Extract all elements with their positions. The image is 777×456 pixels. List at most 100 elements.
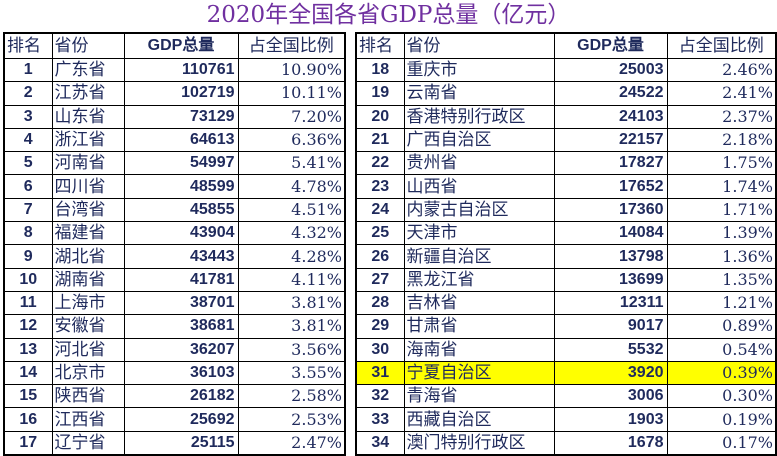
gdp-cell: 17652 [553,174,668,199]
table-row: 29 甘肃省 9017 0.89% [355,314,777,339]
province-cell: 海南省 [403,337,555,362]
gdp-cell: 38681 [123,314,239,339]
table-row: 9 湖北省 43443 4.28% [3,244,346,269]
share-cell: 5.41% [237,151,346,176]
rank-cell: 34 [355,430,405,456]
rank-cell: 20 [355,104,405,129]
table-row: 6 四川省 48599 4.78% [3,174,346,199]
table-row: 8 福建省 43904 4.32% [3,221,346,246]
table-row: 21 广西自治区 22157 2.18% [355,127,777,153]
table-row: 16 江西省 25692 2.53% [3,407,346,432]
province-cell: 福建省 [51,221,125,246]
province-cell: 内蒙古自治区 [403,197,555,223]
province-cell: 浙江省 [51,127,125,153]
rank-cell: 23 [355,174,405,199]
gdp-cell: 43443 [123,244,239,269]
gdp-cell: 36207 [123,337,239,362]
province-cell: 新疆自治区 [403,244,555,269]
table-row: 5 河南省 54997 5.41% [3,151,346,176]
share-cell: 3.81% [237,314,346,339]
province-cell: 湖北省 [51,244,125,269]
gdp-cell: 36103 [123,360,239,386]
share-cell: 0.54% [666,337,777,362]
gdp-cell: 43904 [123,221,239,246]
gdp-cell: 5532 [553,337,668,362]
gdp-cell: 41781 [123,267,239,292]
gdp-cell: 102719 [123,81,239,106]
share-cell: 2.37% [666,104,777,129]
gdp-cell: 64613 [123,127,239,153]
gdp-cell: 110761 [123,57,239,83]
table-row: 17 辽宁省 25115 2.47% [3,430,346,456]
header-province: 省份 [51,32,125,59]
rank-cell: 28 [355,290,405,316]
gdp-cell: 25115 [123,430,239,456]
header-province: 省份 [403,32,555,59]
gdp-cell: 17360 [553,197,668,223]
share-cell: 4.11% [237,267,346,292]
rank-cell: 24 [355,197,405,223]
province-cell: 重庆市 [403,57,555,83]
rank-cell: 31 [355,360,405,386]
rank-cell: 3 [3,104,53,129]
gdp-cell: 48599 [123,174,239,199]
table-row: 3 山东省 73129 7.20% [3,104,346,129]
rank-cell: 13 [3,337,53,362]
table-row: 26 新疆自治区 13798 1.36% [355,244,777,269]
table-row: 15 陕西省 26182 2.58% [3,384,346,409]
table-row: 19 云南省 24522 2.41% [355,81,777,106]
table-row: 20 香港特别行政区 24103 2.37% [355,104,777,129]
table-row: 14 北京市 36103 3.55% [3,360,346,386]
province-cell: 香港特别行政区 [403,104,555,129]
table-row: 11 上海市 38701 3.81% [3,290,346,316]
province-cell: 甘肃省 [403,314,555,339]
province-cell: 贵州省 [403,151,555,176]
share-cell: 6.36% [237,127,346,153]
province-cell: 陕西省 [51,384,125,409]
province-cell: 山东省 [51,104,125,129]
rank-cell: 9 [3,244,53,269]
share-cell: 2.18% [666,127,777,153]
gdp-cell: 1678 [553,430,668,456]
share-cell: 1.36% [666,244,777,269]
gdp-cell: 3920 [553,360,668,386]
share-cell: 4.32% [237,221,346,246]
rank-cell: 1 [3,57,53,83]
rank-cell: 33 [355,407,405,432]
share-cell: 3.81% [237,290,346,316]
rank-cell: 27 [355,267,405,292]
table-row: 22 贵州省 17827 1.75% [355,151,777,176]
table-row: 1 广东省 110761 10.90% [3,57,346,83]
gdp-cell: 54997 [123,151,239,176]
share-cell: 4.78% [237,174,346,199]
province-cell: 北京市 [51,360,125,386]
province-cell: 吉林省 [403,290,555,316]
rank-cell: 11 [3,290,53,316]
gdp-cell: 14084 [553,221,668,246]
table-row: 13 河北省 36207 3.56% [3,337,346,362]
gdp-cell: 73129 [123,104,239,129]
province-cell: 辽宁省 [51,430,125,456]
share-cell: 1.71% [666,197,777,223]
province-cell: 四川省 [51,174,125,199]
rank-cell: 12 [3,314,53,339]
header-gdp: GDP总量 [123,32,239,59]
rank-cell: 32 [355,384,405,409]
share-cell: 3.55% [237,360,346,386]
share-cell: 7.20% [237,104,346,129]
header-share: 占全国比例 [237,32,346,59]
rank-cell: 30 [355,337,405,362]
table-row: 4 浙江省 64613 6.36% [3,127,346,153]
province-cell: 安徽省 [51,314,125,339]
table-row: 12 安徽省 38681 3.81% [3,314,346,339]
rank-cell: 7 [3,197,53,223]
share-cell: 0.39% [666,360,777,386]
table-row: 2 江苏省 102719 10.11% [3,81,346,106]
rank-cell: 26 [355,244,405,269]
gdp-cell: 9017 [553,314,668,339]
share-cell: 2.53% [237,407,346,432]
share-cell: 2.58% [237,384,346,409]
gdp-cell: 13699 [553,267,668,292]
rank-cell: 19 [355,81,405,106]
province-cell: 河北省 [51,337,125,362]
